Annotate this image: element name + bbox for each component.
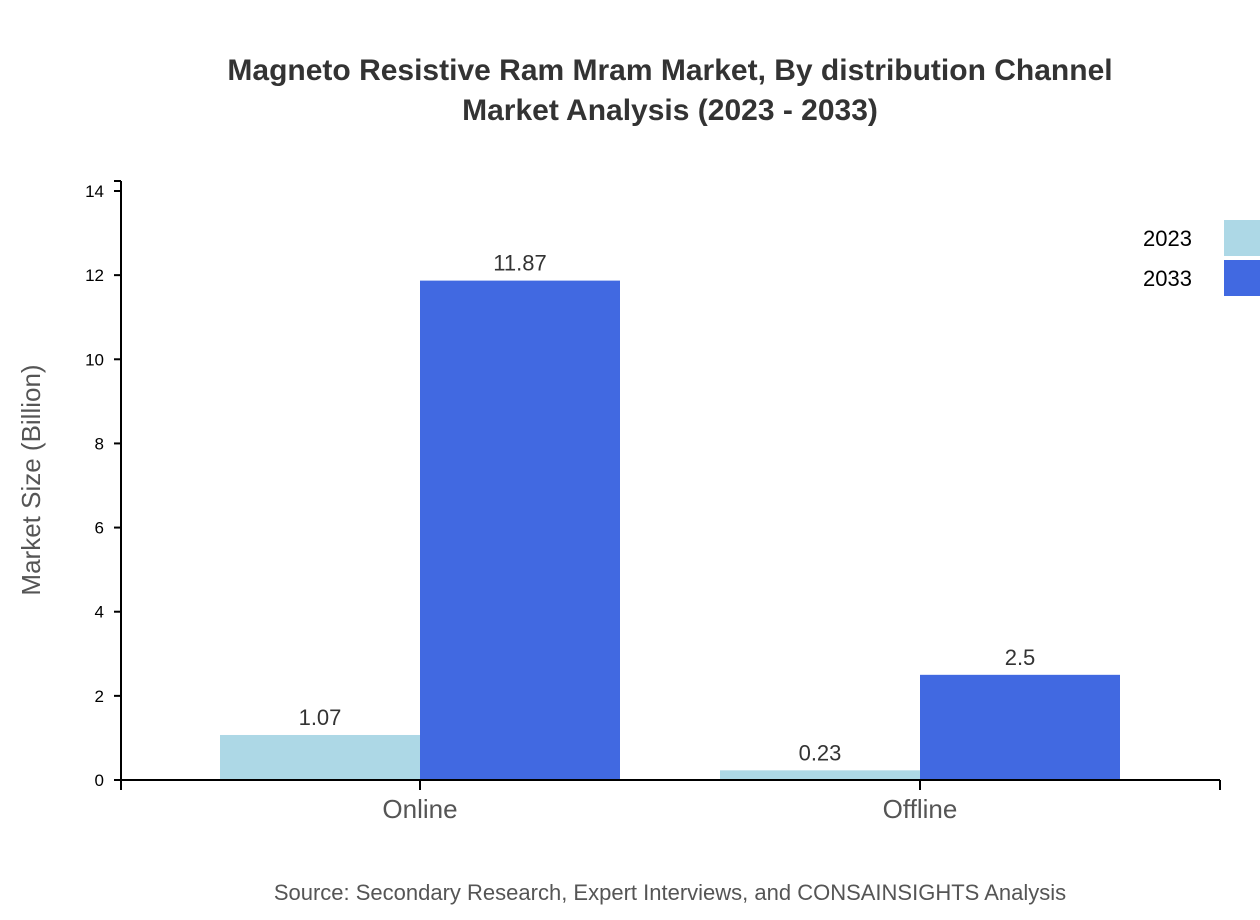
y-tick-label: 6: [95, 519, 104, 538]
y-tick-label: 0: [95, 771, 104, 790]
x-tick-label: Offline: [883, 794, 958, 824]
legend-swatch-2033: [1224, 260, 1260, 296]
y-tick-label: 4: [95, 603, 104, 622]
chart-title-line-1: Magneto Resistive Ram Mram Market, By di…: [227, 54, 1112, 87]
y-tick-label: 8: [95, 434, 104, 453]
bar-2023-online: [220, 734, 420, 780]
legend-label-2023: 2023: [1143, 226, 1192, 251]
data-label: 11.87: [493, 251, 546, 276]
y-axis-label: Market Size (Billion): [16, 364, 46, 595]
bar-2033-offline: [920, 674, 1120, 780]
data-label: 1.07: [299, 705, 342, 730]
y-tick-label: 12: [85, 266, 104, 285]
y-tick-label: 10: [85, 350, 104, 369]
source-note: Source: Secondary Research, Expert Inter…: [274, 880, 1066, 905]
y-tick-label: 14: [85, 182, 104, 201]
chart-title-line-2: Market Analysis (2023 - 2033): [462, 94, 878, 127]
data-label: 0.23: [799, 740, 842, 765]
y-tick-label: 2: [95, 687, 104, 706]
data-label: 2.5: [1005, 645, 1036, 670]
bar-2023-offline: [720, 770, 920, 780]
x-tick-label: Online: [382, 794, 457, 824]
legend-label-2033: 2033: [1143, 266, 1192, 291]
legend-swatch-2023: [1224, 220, 1260, 256]
bar-2033-online: [420, 280, 620, 780]
